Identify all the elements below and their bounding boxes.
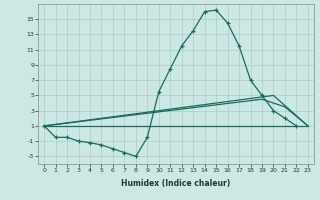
X-axis label: Humidex (Indice chaleur): Humidex (Indice chaleur): [121, 179, 231, 188]
